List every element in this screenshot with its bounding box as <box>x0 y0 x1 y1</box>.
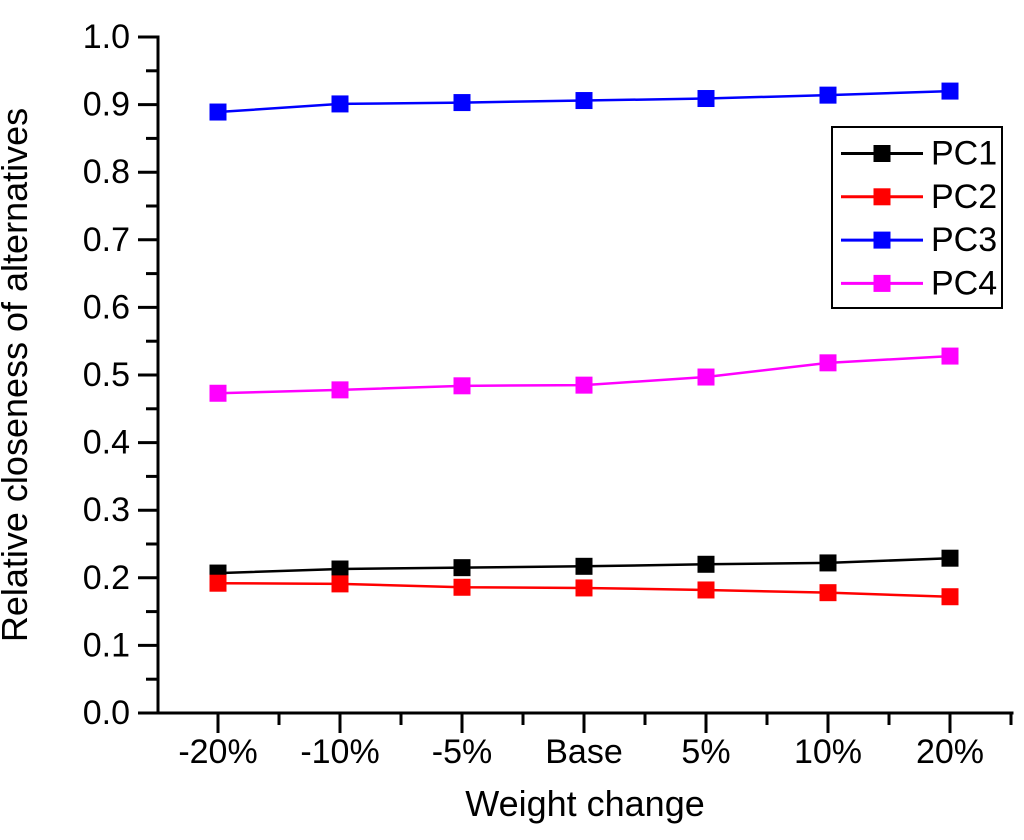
data-point-PC1-1 <box>331 560 349 578</box>
data-point-PC3-1 <box>331 95 349 113</box>
series-PC3 <box>209 82 959 121</box>
axis-lines <box>156 35 1014 715</box>
legend-label: PC4 <box>931 264 997 302</box>
data-point-PC4-1 <box>331 381 349 399</box>
data-point-PC4-5 <box>819 354 837 372</box>
data-point-PC1-4 <box>697 555 715 573</box>
data-point-PC2-5 <box>819 584 837 602</box>
data-point-PC3-6 <box>941 82 959 100</box>
legend-box <box>831 126 1003 309</box>
data-point-PC4-4 <box>697 368 715 386</box>
y-tick-label: 0.1 <box>83 626 130 664</box>
series-PC4 <box>209 347 959 402</box>
series-PC2 <box>209 574 959 606</box>
data-point-PC2-0 <box>209 574 227 592</box>
y-tick-label: 1.0 <box>83 18 130 56</box>
data-point-PC4-2 <box>453 377 471 395</box>
data-point-PC3-2 <box>453 94 471 112</box>
y-tick-label: 0.5 <box>83 356 130 394</box>
data-point-PC2-4 <box>697 581 715 599</box>
x-tick-label: 20% <box>916 733 984 771</box>
data-point-PC3-5 <box>819 86 837 104</box>
series-PC1 <box>209 549 959 582</box>
y-tick-label: 0.3 <box>83 491 130 529</box>
legend-item-PC4: PC4 <box>841 264 997 302</box>
y-tick-label: 0.2 <box>83 559 130 597</box>
legend-marker-sample <box>873 231 891 249</box>
data-point-PC4-0 <box>209 384 227 402</box>
data-point-PC1-6 <box>941 549 959 567</box>
data-point-PC2-2 <box>453 578 471 596</box>
legend-label: PC3 <box>931 221 997 259</box>
data-point-PC2-3 <box>575 579 593 597</box>
data-point-PC2-1 <box>331 575 349 593</box>
x-tick-label: -10% <box>300 733 379 771</box>
data-point-PC3-3 <box>575 92 593 110</box>
y-tick-label: 0.0 <box>83 694 130 732</box>
legend-item-PC3: PC3 <box>841 221 997 259</box>
legend-marker-sample <box>873 274 891 292</box>
x-tick-label: Base <box>545 733 623 771</box>
data-point-PC1-5 <box>819 554 837 572</box>
legend-marker-sample <box>873 145 891 162</box>
y-axis-title: Relative closeness of alternatives <box>0 108 35 642</box>
data-point-PC2-6 <box>941 588 959 606</box>
data-point-PC4-3 <box>575 376 593 394</box>
x-tick-label: 10% <box>794 733 862 771</box>
legend: PC1 PC2 PC3 PC4 <box>831 126 1003 309</box>
y-tick-label: 0.7 <box>83 221 130 259</box>
legend-item-PC1: PC1 <box>841 135 997 173</box>
y-tick-label: 0.8 <box>83 153 130 191</box>
data-point-PC1-2 <box>453 559 471 577</box>
y-tick-label: 0.6 <box>83 288 130 326</box>
legend-item-PC2: PC2 <box>841 178 997 216</box>
y-tick-label: 0.9 <box>83 86 130 124</box>
legend-label: PC2 <box>931 178 997 216</box>
x-tick-label: -20% <box>178 733 257 771</box>
data-point-PC3-4 <box>697 90 715 108</box>
x-tick-label: 5% <box>681 733 730 771</box>
data-point-PC4-6 <box>941 347 959 365</box>
legend-marker-sample <box>873 188 891 206</box>
y-tick-label: 0.4 <box>83 424 130 462</box>
data-point-PC3-0 <box>209 103 227 121</box>
legend-label: PC1 <box>931 135 997 173</box>
x-axis-title: Weight change <box>465 783 705 824</box>
x-tick-label: -5% <box>432 733 492 771</box>
data-point-PC1-3 <box>575 557 593 575</box>
